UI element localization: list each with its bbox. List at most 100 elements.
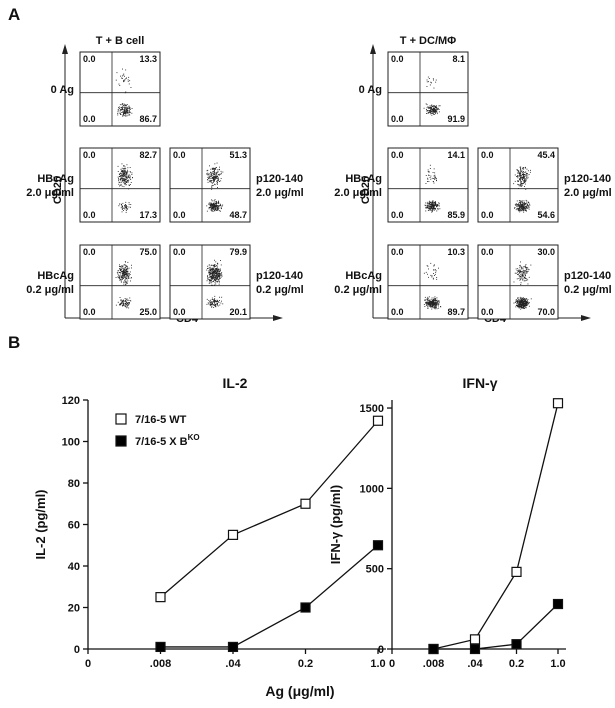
event-dot <box>425 202 427 204</box>
event-dot <box>213 267 215 269</box>
event-dot <box>521 277 523 279</box>
event-dot <box>215 279 217 280</box>
event-dot <box>427 204 428 206</box>
event-dot <box>216 207 218 209</box>
event-dot <box>125 113 127 115</box>
event-dot <box>214 304 216 306</box>
event-dot <box>211 306 213 308</box>
event-dot <box>523 302 525 303</box>
event-dot <box>119 264 120 266</box>
event-dot <box>222 204 224 206</box>
event-dot <box>434 174 436 176</box>
event-dot <box>523 183 525 184</box>
data-marker <box>227 641 239 653</box>
event-dot <box>517 306 519 308</box>
event-dot <box>211 187 213 189</box>
event-dot <box>122 103 123 105</box>
event-dot <box>127 114 129 116</box>
event-dot <box>124 278 126 280</box>
event-dot <box>431 202 433 204</box>
event-dot <box>128 83 130 85</box>
x-tick-label: .04 <box>225 658 241 670</box>
event-dot <box>520 204 522 205</box>
event-dot <box>519 184 521 186</box>
event-dot <box>431 207 433 209</box>
event-dot <box>216 172 218 174</box>
event-dot <box>214 184 216 186</box>
event-dot <box>518 301 520 302</box>
x-tick-label: 0 <box>389 658 395 670</box>
event-dot <box>121 176 123 178</box>
y-tick-label: 120 <box>62 395 80 407</box>
event-dot <box>430 201 432 203</box>
event-dot <box>432 300 434 302</box>
event-dot <box>127 261 129 263</box>
event-dot <box>429 110 431 112</box>
event-dot <box>218 276 220 278</box>
event-dot <box>433 182 435 184</box>
event-dot <box>438 267 439 269</box>
event-dot <box>124 207 126 209</box>
event-dot <box>426 204 428 206</box>
event-dot <box>119 182 121 183</box>
event-dot <box>211 204 213 206</box>
event-dot <box>125 168 127 169</box>
event-dot <box>434 111 436 112</box>
event-dot <box>433 205 435 207</box>
event-dot <box>123 269 125 271</box>
event-dot <box>518 275 520 277</box>
event-dot <box>124 179 126 181</box>
event-dot <box>123 176 125 178</box>
event-dot <box>215 275 217 277</box>
event-dot <box>432 277 434 279</box>
event-dot <box>517 305 519 307</box>
event-dot <box>211 299 213 300</box>
event-dot <box>210 278 212 280</box>
event-dot <box>209 266 211 268</box>
event-dot <box>524 206 525 208</box>
event-dot <box>214 271 216 273</box>
event-dot <box>431 177 433 179</box>
plot-label: HBcAg <box>345 173 382 185</box>
event-dot <box>521 307 523 308</box>
event-dot <box>125 108 127 109</box>
event-dot <box>117 171 119 172</box>
event-dot <box>528 276 530 278</box>
event-dot <box>217 262 219 264</box>
event-dot <box>434 106 436 108</box>
event-dot <box>210 181 212 183</box>
event-dot <box>434 307 435 309</box>
event-dot <box>211 278 213 280</box>
event-dot <box>519 272 520 274</box>
event-dot <box>123 113 125 114</box>
event-dot <box>210 205 212 207</box>
event-dot <box>210 269 211 271</box>
event-dot <box>432 306 434 308</box>
event-dot <box>216 301 218 303</box>
event-dot <box>517 180 519 182</box>
event-dot <box>123 172 124 174</box>
event-dot <box>433 209 435 211</box>
quadrant-value: 86.7 <box>139 114 157 124</box>
event-dot <box>520 304 522 305</box>
event-dot <box>430 305 432 307</box>
event-dot <box>520 204 521 205</box>
event-dot <box>522 168 524 170</box>
event-dot <box>208 271 210 273</box>
event-dot <box>215 206 217 208</box>
event-dot <box>214 269 215 271</box>
event-dot <box>431 208 433 209</box>
event-dot <box>437 108 438 110</box>
event-dot <box>522 179 524 181</box>
event-dot <box>211 167 213 169</box>
event-dot <box>208 175 210 177</box>
event-dot <box>212 210 214 212</box>
event-dot <box>208 176 210 178</box>
event-dot <box>117 114 119 116</box>
event-dot <box>435 303 437 304</box>
event-dot <box>117 110 119 112</box>
event-dot <box>436 177 437 179</box>
event-dot <box>120 269 122 271</box>
event-dot <box>530 298 532 300</box>
event-dot <box>207 267 209 269</box>
